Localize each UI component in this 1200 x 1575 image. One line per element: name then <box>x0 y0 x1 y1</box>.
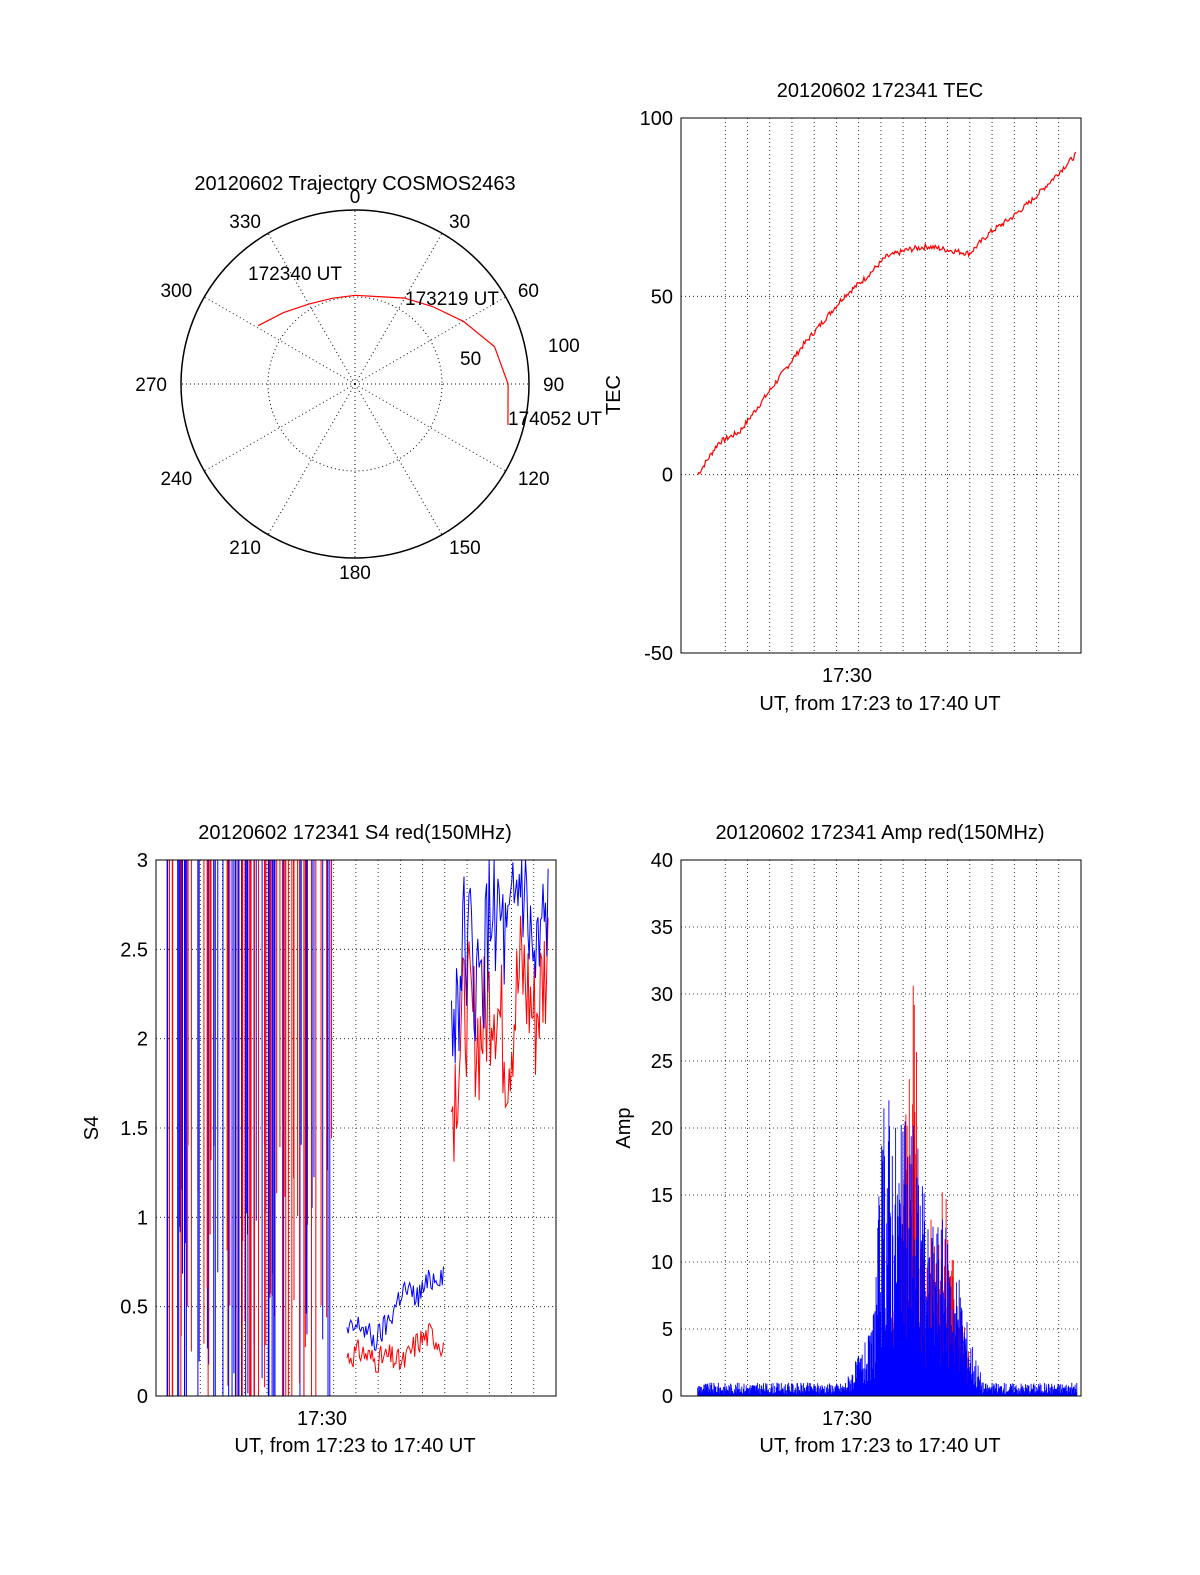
polar-angle-label-330: 330 <box>229 212 261 233</box>
s4-dense-spikes <box>166 860 333 1396</box>
polar-outer-circle <box>180 209 530 559</box>
s4-plot-frame <box>155 859 557 1397</box>
y-tick-label: 15 <box>651 1185 673 1207</box>
polar-spoke-30 <box>354 233 443 385</box>
polar-angle-label-0: 0 <box>350 187 361 208</box>
tec-plot-frame <box>680 117 1082 654</box>
s4-y-axis-label: S4 <box>81 1116 103 1140</box>
radial-label-100: 100 <box>548 336 580 357</box>
polar-angle-label-270: 270 <box>135 375 167 396</box>
s4-title: 20120602 172341 S4 red(150MHz) <box>198 822 512 844</box>
polar-angle-label-150: 150 <box>449 538 481 559</box>
amp-dense-series <box>697 985 1078 1396</box>
polar-angle-label-30: 30 <box>449 212 470 233</box>
y-tick-label: 40 <box>651 850 673 872</box>
tec-grid <box>681 117 1081 654</box>
s4-blue-series-segment-1 <box>346 1266 444 1352</box>
polar-angle-label-120: 120 <box>518 469 550 490</box>
polar-angle-label-300: 300 <box>160 281 192 302</box>
y-tick-label: -50 <box>644 643 673 665</box>
polar-spoke-60 <box>354 296 506 385</box>
y-tick-label: 30 <box>651 984 673 1006</box>
s4-x-tick-label: 17:30 <box>297 1408 347 1430</box>
amp-y-ticks: 0 5 10 15 20 25 30 35 40 <box>651 850 673 1408</box>
y-tick-label: 25 <box>651 1051 673 1073</box>
y-tick-label: 1.5 <box>120 1118 148 1140</box>
y-tick-label: 10 <box>651 1252 673 1274</box>
amp-chart-panel: 20120602 172341 Amp red(150MHz) 0 5 10 15 20… <box>613 822 1082 1457</box>
y-tick-label: 0 <box>662 1386 673 1408</box>
polar-angle-labels: 0 30 60 90 120 150 180 210 240 270 300 330 <box>135 187 564 584</box>
amp-y-axis-label: Amp <box>613 1107 635 1148</box>
trajectory-title: 20120602 Trajectory COSMOS2463 <box>194 173 515 195</box>
polar-spoke-300 <box>204 296 356 385</box>
polar-grid <box>180 209 530 559</box>
polar-spoke-240 <box>204 383 356 472</box>
amp-title: 20120602 172341 Amp red(150MHz) <box>715 822 1044 844</box>
y-tick-label: 0.5 <box>120 1297 148 1319</box>
polar-angle-label-240: 240 <box>160 469 192 490</box>
polar-spoke-120 <box>354 383 506 472</box>
satellite-trajectory-line <box>257 294 509 426</box>
tec-series-line <box>697 151 1077 475</box>
y-tick-label: 50 <box>651 286 673 308</box>
polar-spoke-330 <box>267 233 356 385</box>
trajectory-start-label: 172340 UT <box>248 264 342 285</box>
tec-y-axis-label: TEC <box>603 375 625 415</box>
tec-x-axis-label: UT, from 17:23 to 17:40 UT <box>759 693 1000 715</box>
s4-blue-series-segment-2 <box>451 859 549 1064</box>
s4-x-axis-label: UT, from 17:23 to 17:40 UT <box>234 1435 475 1457</box>
y-tick-label: 35 <box>651 917 673 939</box>
polar-angle-label-90: 90 <box>543 375 564 396</box>
tec-x-tick-label: 17:30 <box>822 665 872 687</box>
amp-blue-series <box>697 1100 1078 1396</box>
polar-angle-label-180: 180 <box>339 563 371 584</box>
s4-chart-panel: 20120602 172341 S4 red(150MHz) 0 0.5 1 1.5 2… <box>81 822 557 1457</box>
y-tick-label: 3 <box>137 850 148 872</box>
trajectory-mid-label: 173219 UT <box>405 289 499 310</box>
polar-spoke-210 <box>267 383 356 535</box>
s4-y-ticks: 0 0.5 1 1.5 2 2.5 3 <box>120 850 148 1408</box>
amp-x-tick-label: 17:30 <box>822 1408 872 1430</box>
tec-chart-panel: 20120602 172341 TEC -50 0 50 100 17:30 UT, … <box>603 80 1082 715</box>
polar-angle-label-60: 60 <box>518 281 539 302</box>
tec-y-ticks: -50 0 50 100 <box>640 108 673 665</box>
trajectory-polar-panel: 20120602 Trajectory COSMOS2463 0 30 60 90 12… <box>135 173 602 584</box>
amp-plot-frame <box>680 859 1082 1397</box>
s4-red-series-segment-1 <box>346 1322 444 1373</box>
radial-label-50: 50 <box>460 349 481 370</box>
s4-red-series-segment-2 <box>451 915 549 1162</box>
polar-angle-label-210: 210 <box>229 538 261 559</box>
y-tick-label: 0 <box>662 465 673 487</box>
polar-inner-circle <box>267 296 443 472</box>
polar-spoke-150 <box>354 383 443 535</box>
y-tick-label: 5 <box>662 1319 673 1341</box>
amp-x-axis-label: UT, from 17:23 to 17:40 UT <box>759 1435 1000 1457</box>
tec-title: 20120602 172341 TEC <box>777 80 983 102</box>
y-tick-label: 20 <box>651 1118 673 1140</box>
y-tick-label: 0 <box>137 1386 148 1408</box>
y-tick-label: 2.5 <box>120 939 148 961</box>
trajectory-end-label: 174052 UT <box>508 409 602 430</box>
y-tick-label: 2 <box>137 1029 148 1051</box>
y-tick-label: 1 <box>137 1207 148 1229</box>
y-tick-label: 100 <box>640 108 673 130</box>
